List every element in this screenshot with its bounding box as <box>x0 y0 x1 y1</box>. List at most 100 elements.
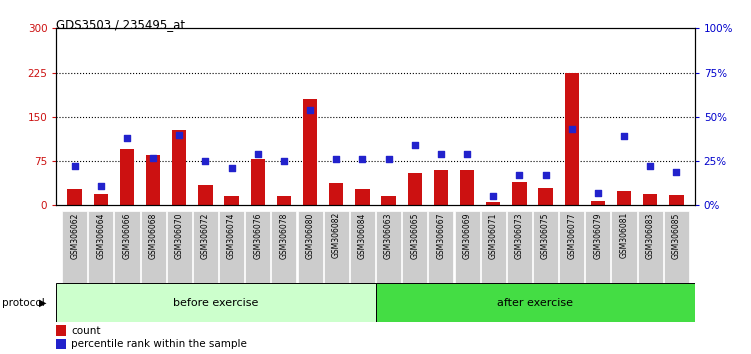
Text: after exercise: after exercise <box>497 298 573 308</box>
FancyBboxPatch shape <box>324 211 348 290</box>
Point <box>566 126 578 132</box>
FancyBboxPatch shape <box>56 283 376 322</box>
Point <box>671 169 683 175</box>
Text: GSM306074: GSM306074 <box>227 212 236 259</box>
Point <box>487 194 499 199</box>
Bar <box>329 183 343 205</box>
Text: GSM306081: GSM306081 <box>620 212 629 258</box>
Text: GDS3503 / 235495_at: GDS3503 / 235495_at <box>56 18 185 31</box>
Bar <box>486 202 500 205</box>
Point <box>382 156 394 162</box>
Point <box>278 158 290 164</box>
Bar <box>460 170 475 205</box>
FancyBboxPatch shape <box>193 211 218 290</box>
Text: GSM306085: GSM306085 <box>672 212 681 258</box>
Point <box>147 155 159 160</box>
Text: GSM306069: GSM306069 <box>463 212 472 259</box>
Point <box>461 151 473 157</box>
Text: GSM306077: GSM306077 <box>567 212 576 259</box>
FancyBboxPatch shape <box>559 211 584 290</box>
Bar <box>434 170 448 205</box>
Bar <box>303 99 317 205</box>
FancyBboxPatch shape <box>167 211 192 290</box>
Text: GSM306075: GSM306075 <box>541 212 550 259</box>
Bar <box>56 338 66 349</box>
Text: GSM306083: GSM306083 <box>646 212 655 258</box>
Text: GSM306066: GSM306066 <box>122 212 131 259</box>
Text: percentile rank within the sample: percentile rank within the sample <box>71 339 247 349</box>
Text: GSM306072: GSM306072 <box>201 212 210 258</box>
FancyBboxPatch shape <box>246 211 270 290</box>
FancyBboxPatch shape <box>428 211 454 290</box>
FancyBboxPatch shape <box>89 211 113 290</box>
Bar <box>225 196 239 205</box>
Bar <box>68 189 82 205</box>
Text: GSM306065: GSM306065 <box>410 212 419 259</box>
Point <box>644 164 656 169</box>
FancyBboxPatch shape <box>403 211 427 290</box>
Text: count: count <box>71 326 101 336</box>
Text: GSM306063: GSM306063 <box>384 212 393 259</box>
Text: GSM306067: GSM306067 <box>436 212 445 259</box>
Text: GSM306079: GSM306079 <box>593 212 602 259</box>
FancyBboxPatch shape <box>271 211 297 290</box>
Point <box>252 151 264 157</box>
FancyBboxPatch shape <box>140 211 166 290</box>
FancyBboxPatch shape <box>664 211 689 290</box>
Point <box>95 183 107 189</box>
FancyBboxPatch shape <box>454 211 480 290</box>
FancyBboxPatch shape <box>611 211 637 290</box>
FancyBboxPatch shape <box>376 283 695 322</box>
Bar <box>94 194 108 205</box>
Text: GSM306064: GSM306064 <box>96 212 105 259</box>
Point <box>514 172 526 178</box>
Bar <box>408 173 422 205</box>
Text: GSM306080: GSM306080 <box>306 212 315 258</box>
Bar <box>119 149 134 205</box>
Bar <box>198 185 213 205</box>
Bar <box>565 73 579 205</box>
Point <box>173 132 185 137</box>
Text: GSM306071: GSM306071 <box>489 212 498 258</box>
Point <box>304 107 316 113</box>
Bar <box>56 325 66 336</box>
FancyBboxPatch shape <box>376 211 401 290</box>
FancyBboxPatch shape <box>297 211 323 290</box>
Bar <box>172 130 186 205</box>
FancyBboxPatch shape <box>114 211 140 290</box>
Bar <box>512 182 526 205</box>
Bar <box>251 159 265 205</box>
FancyBboxPatch shape <box>507 211 532 290</box>
Text: before exercise: before exercise <box>173 298 258 308</box>
FancyBboxPatch shape <box>533 211 558 290</box>
Bar <box>591 201 605 205</box>
Text: GSM306068: GSM306068 <box>149 212 158 258</box>
Bar <box>355 189 369 205</box>
FancyBboxPatch shape <box>219 211 244 290</box>
FancyBboxPatch shape <box>585 211 611 290</box>
Point <box>330 156 342 162</box>
Text: GSM306076: GSM306076 <box>253 212 262 259</box>
Point <box>225 165 237 171</box>
FancyBboxPatch shape <box>481 211 505 290</box>
Text: protocol: protocol <box>2 298 45 308</box>
Bar <box>669 195 683 205</box>
Text: GSM306062: GSM306062 <box>70 212 79 258</box>
Text: GSM306078: GSM306078 <box>279 212 288 258</box>
Bar <box>146 155 160 205</box>
Bar <box>617 190 632 205</box>
Point <box>409 142 421 148</box>
Point <box>435 151 447 157</box>
Text: GSM306084: GSM306084 <box>358 212 367 258</box>
Point <box>618 133 630 139</box>
Bar <box>538 188 553 205</box>
Point <box>121 135 133 141</box>
Bar <box>276 196 291 205</box>
FancyBboxPatch shape <box>62 211 87 290</box>
Point <box>592 190 604 196</box>
Point <box>539 172 551 178</box>
Text: ▶: ▶ <box>39 298 47 308</box>
Point <box>200 158 212 164</box>
Bar <box>382 196 396 205</box>
Text: GSM306073: GSM306073 <box>515 212 524 259</box>
